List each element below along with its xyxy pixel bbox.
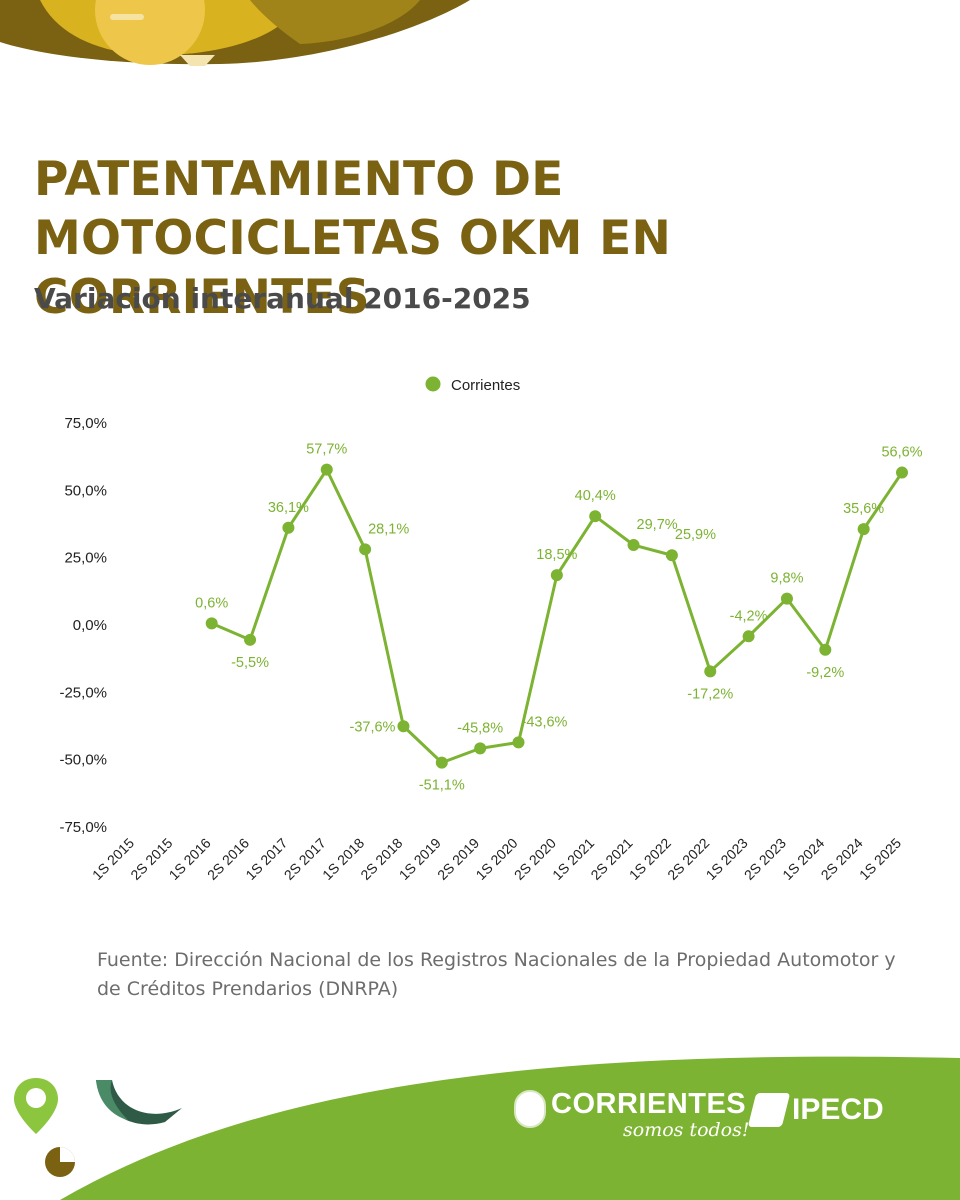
data-point	[857, 523, 870, 536]
line-chart: Corrientes 75,0% 50,0% 25,0% 0,0% -25,0% -50,0…	[59, 376, 923, 883]
data-point	[474, 742, 487, 755]
source-line-1: Fuente: Dirección Nacional de los Regist…	[97, 949, 896, 971]
data-label: -17,2%	[687, 686, 733, 702]
brand-name: CORRIENTES	[551, 1088, 747, 1120]
data-point	[205, 617, 218, 630]
data-label: 56,6%	[881, 445, 922, 461]
y-tick-label: -25,0%	[59, 684, 107, 701]
data-point	[819, 643, 832, 656]
data-label: -45,8%	[457, 720, 503, 736]
brand-slogan: somos todos!	[623, 1119, 750, 1141]
data-point	[780, 592, 793, 605]
data-point	[512, 736, 525, 749]
y-tick-label: 75,0%	[64, 415, 107, 432]
data-label: 40,4%	[575, 488, 616, 504]
bottom-decoration	[14, 1056, 960, 1200]
ipecd-logo: IPECD	[747, 1093, 884, 1127]
ipecd-mark-icon	[747, 1093, 791, 1127]
data-point	[665, 549, 678, 562]
data-label: 35,6%	[843, 501, 884, 517]
province-seal-icon	[514, 1090, 546, 1128]
data-point	[435, 756, 448, 769]
y-tick-label: -50,0%	[59, 752, 107, 769]
data-label: -9,2%	[806, 665, 844, 681]
data-label: 9,8%	[770, 571, 803, 587]
data-point	[627, 539, 640, 552]
y-tick-label: 0,0%	[73, 617, 107, 634]
y-tick-label: 50,0%	[64, 482, 107, 499]
data-point	[896, 466, 908, 479]
x-tick-label: 1S 2025	[856, 835, 904, 883]
y-tick-label: 25,0%	[64, 550, 107, 567]
data-label: 25,9%	[675, 527, 716, 543]
data-point	[359, 543, 372, 556]
data-label: 57,7%	[306, 442, 347, 458]
data-label: 36,1%	[268, 500, 309, 516]
legend-label: Corrientes	[451, 377, 520, 394]
data-label: 28,1%	[368, 521, 409, 537]
data-label: -51,1%	[419, 778, 465, 794]
data-point	[550, 569, 563, 582]
page-subtitle: Variación interanual 2016-2025	[34, 282, 531, 315]
data-point	[282, 521, 295, 534]
pie-chart-icon	[45, 1147, 75, 1177]
data-point	[742, 630, 755, 643]
data-label: -43,6%	[522, 714, 568, 730]
legend-marker	[425, 376, 441, 392]
top-decoration	[0, 0, 470, 66]
data-label: 18,5%	[536, 547, 577, 563]
arc-shape-icon	[96, 1080, 182, 1125]
location-pin-icon	[14, 1078, 58, 1134]
data-label: -5,5%	[231, 655, 269, 671]
partner-name: IPECD	[792, 1093, 884, 1126]
data-label: -37,6%	[349, 719, 395, 735]
data-point	[397, 720, 410, 733]
source-line-2: de Créditos Prendarios (DNRPA)	[97, 978, 399, 1000]
data-point	[320, 463, 333, 476]
data-label: -4,2%	[730, 608, 768, 624]
page-title: PATENTAMIENTO DE MOTOCICLETAS OKM EN COR…	[34, 152, 672, 325]
data-point	[244, 633, 257, 646]
data-point	[704, 665, 717, 678]
y-tick-label: -75,0%	[59, 819, 107, 836]
corrientes-logo: CORRIENTES somos todos!	[514, 1088, 750, 1140]
source-note: Fuente: Dirección Nacional de los Regist…	[97, 946, 897, 1004]
data-label: 29,7%	[637, 517, 678, 533]
data-point	[589, 510, 602, 523]
data-label: 0,6%	[195, 595, 228, 611]
